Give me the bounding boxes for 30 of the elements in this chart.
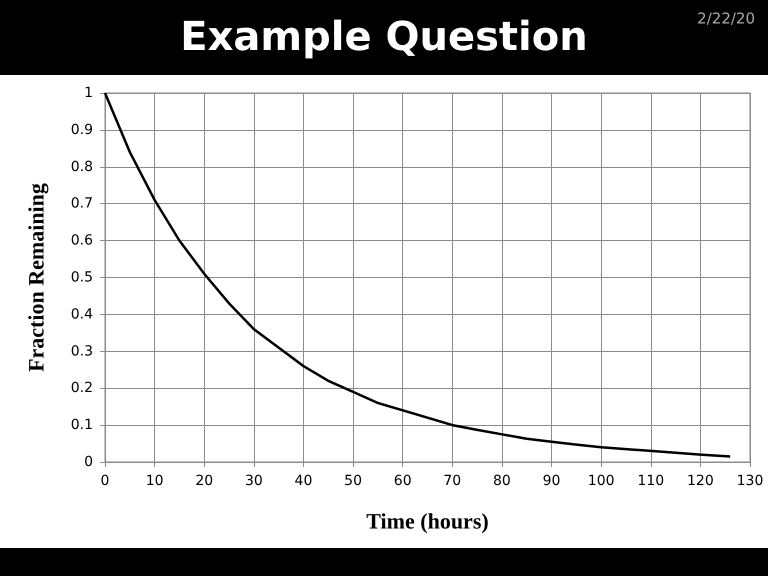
x-tick-label: 40	[294, 473, 312, 489]
y-tick-label: 0	[84, 454, 93, 470]
line-series	[104, 92, 732, 458]
y-tick-label: 0.1	[70, 417, 93, 434]
x-tick-label: 50	[344, 473, 362, 489]
x-tick-label: 0	[100, 473, 110, 489]
y-tick-label: 0.8	[70, 158, 93, 175]
y-axis-title: Fraction Remaining	[24, 183, 48, 372]
x-tick-label: 80	[493, 473, 511, 489]
y-tick-label: 0.3	[70, 343, 93, 360]
x-tick-label: 90	[542, 473, 560, 489]
x-tick-label: 130	[736, 473, 764, 489]
x-tick-label: 30	[244, 473, 263, 489]
x-tick-label: 110	[637, 473, 664, 489]
x-tick-label: 10	[146, 473, 164, 489]
x-axis-title: Time (hours)	[366, 508, 489, 534]
x-tick-label: 100	[588, 473, 615, 489]
x-tick-label: 70	[443, 473, 462, 489]
y-tick-label: 0.9	[70, 122, 93, 138]
chart-title: Example Question	[180, 14, 588, 60]
x-tick-label: 120	[687, 473, 714, 489]
y-tick-label: 0.5	[70, 270, 93, 286]
x-tick-label: 20	[195, 473, 214, 489]
y-tick-label: 0.2	[70, 380, 93, 396]
text: 2/22/20	[697, 10, 756, 28]
y-tick-label: 0.7	[70, 196, 93, 212]
y-tick-label: 0.4	[70, 306, 94, 322]
x-tick-label: 60	[394, 473, 412, 489]
y-tick-label: 1	[84, 85, 93, 101]
y-tick-label: 0.6	[70, 232, 94, 249]
